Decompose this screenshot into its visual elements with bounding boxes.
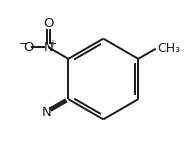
Text: O: O <box>43 17 53 30</box>
Text: O: O <box>23 41 33 54</box>
Text: N: N <box>43 41 53 54</box>
Text: CH₃: CH₃ <box>157 42 180 55</box>
Text: −: − <box>19 39 28 49</box>
Text: +: + <box>48 39 56 49</box>
Text: N: N <box>42 106 52 118</box>
